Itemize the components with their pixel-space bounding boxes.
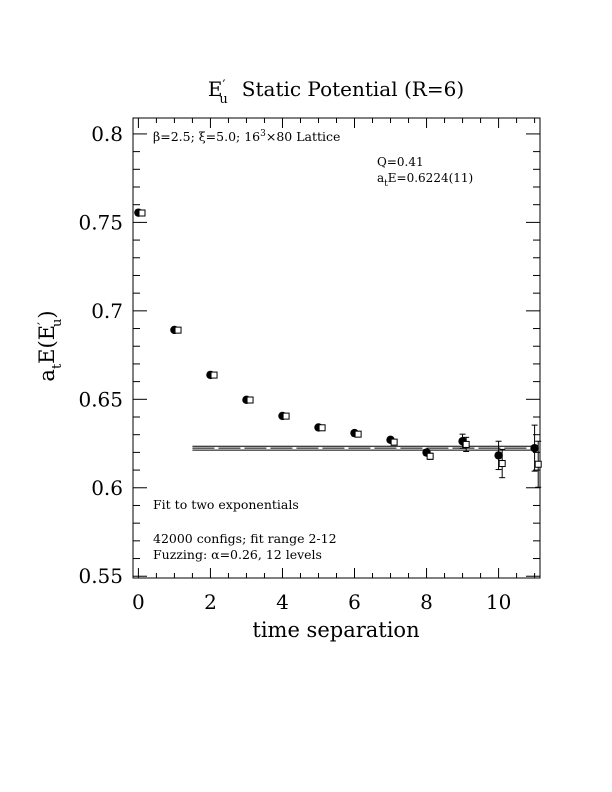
title-letter: E (208, 77, 223, 101)
title-rest: Static Potential (R=6) (242, 77, 464, 101)
x-tick-label: 6 (348, 590, 361, 614)
fit-energy-subscript: t (384, 179, 388, 189)
x-tick-labels: 0 2 4 6 8 10 (132, 590, 511, 614)
x-tick-label: 2 (204, 590, 217, 614)
data-point-circle (530, 443, 539, 453)
y-tick-labels: 0.55 0.6 0.65 0.7 0.75 0.8 (78, 122, 123, 588)
fit-energy-annotation: atE=0.6224(11) (377, 171, 473, 189)
data-point-square (390, 438, 398, 446)
ylabel-body: E(E (35, 325, 59, 364)
ylabel-subscript: u (50, 319, 65, 327)
axis-ticks (133, 118, 540, 578)
fuzzing-annotation: Fuzzing: α=0.26, 12 levels (153, 547, 322, 562)
ylabel-prime: ′ (36, 322, 51, 325)
x-axis-title: time separation (252, 618, 419, 642)
lattice-rest: ×80 Lattice (266, 129, 341, 144)
data-point-square (426, 452, 434, 460)
ylabel-a: a (35, 369, 59, 382)
y-tick-label: 0.8 (91, 122, 123, 146)
data-point-square (534, 460, 542, 468)
ylabel-a-subscript: t (50, 363, 65, 369)
fit-energy-a: a (377, 171, 384, 185)
chart-title: E′ u Static Potential (R=6) (208, 77, 464, 107)
data-point-square (246, 396, 254, 404)
y-tick-label: 0.6 (91, 476, 123, 500)
fit-type-annotation: Fit to two exponentials (153, 497, 299, 512)
q-annotation: Q=0.41 (377, 155, 424, 169)
x-tick-label: 4 (276, 590, 289, 614)
y-tick-label: 0.75 (78, 210, 123, 234)
title-prime: ′ (222, 78, 225, 93)
data-point-square (174, 326, 182, 334)
data-points (134, 208, 542, 488)
data-point-square (498, 460, 506, 468)
y-tick-label: 0.65 (78, 387, 123, 411)
data-point-square (354, 430, 362, 438)
lattice-annotation: β=2.5; ξ=5.0; 163×80 Lattice (153, 129, 340, 144)
x-tick-label: 0 (132, 590, 145, 614)
y-axis-title: atE(E′u) (35, 310, 65, 381)
title-subscript: u (219, 92, 227, 107)
y-tick-label: 0.55 (78, 564, 123, 588)
fit-band (192, 445, 539, 451)
lattice-size: 16 (244, 129, 260, 144)
data-point-square (282, 412, 290, 420)
data-point-square (318, 424, 326, 432)
x-tick-label: 10 (486, 590, 511, 614)
data-point-circle (494, 451, 503, 460)
data-point-square (138, 209, 146, 217)
y-tick-label: 0.7 (91, 299, 123, 323)
lattice-beta: β=2.5; (153, 129, 195, 144)
lattice-xi: ξ=5.0; (199, 129, 240, 144)
lattice-size-superscript: 3 (260, 129, 266, 139)
data-point-square (210, 371, 218, 379)
ylabel-close: ) (35, 310, 59, 318)
fit-energy-rest: E=0.6224(11) (388, 171, 473, 185)
data-point-square (462, 440, 470, 448)
x-tick-label: 8 (420, 590, 433, 614)
configs-annotation: 42000 configs; fit range 2-12 (153, 531, 337, 546)
